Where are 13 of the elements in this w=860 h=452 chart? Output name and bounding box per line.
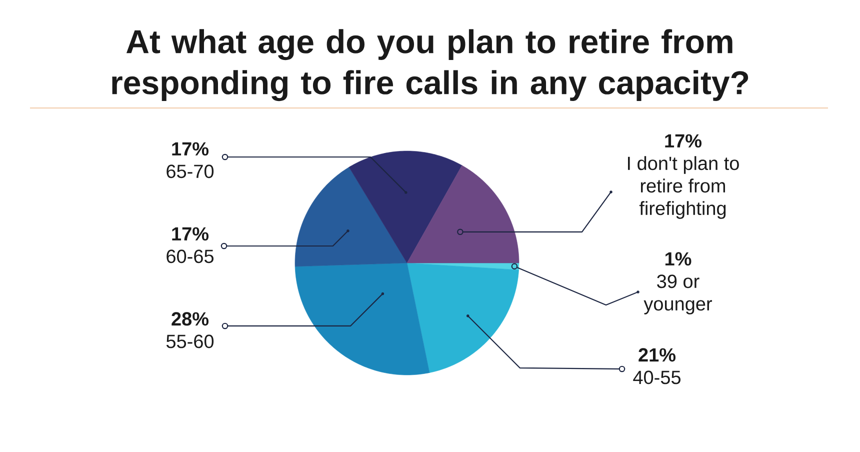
slice-label: 60-65 — [166, 250, 214, 264]
data-label: 17% — [172, 227, 209, 241]
slice-label: 40-55 — [633, 370, 680, 384]
data-label: 21% — [638, 348, 676, 362]
slice-label: I don't plan to retire from firefighting — [628, 156, 739, 219]
slice-label: 39 or younger — [644, 274, 712, 314]
data-label: 17% — [665, 134, 702, 148]
slice-label: 55-60 — [166, 334, 214, 348]
slice-label: 65-70 — [166, 164, 214, 178]
data-label: 28% — [172, 312, 209, 326]
data-label: 1% — [665, 252, 692, 266]
data-label: 17% — [172, 142, 209, 156]
chart-title: At what age do you plan to retire from responding to fire calls in any capacity? — [112, 29, 748, 102]
